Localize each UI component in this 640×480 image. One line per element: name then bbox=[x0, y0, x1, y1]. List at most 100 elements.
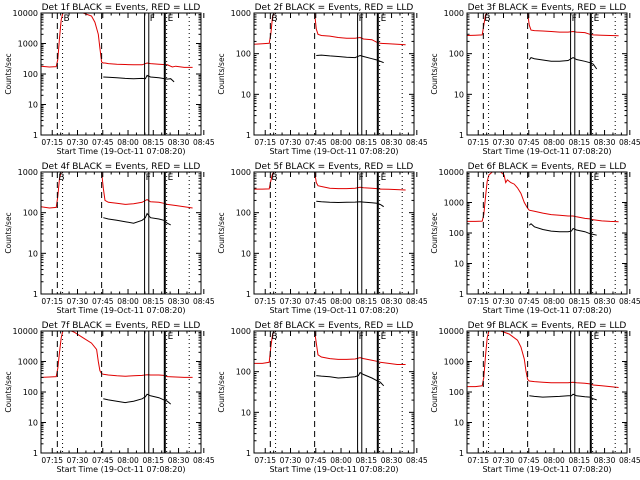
y-tick-label: 1 bbox=[33, 131, 38, 140]
y-tick-label: 1000 bbox=[444, 358, 464, 367]
marker-label: E bbox=[381, 332, 387, 342]
y-tick-label: 1000 bbox=[444, 9, 464, 18]
y-axis-label: Counts/sec bbox=[4, 212, 13, 253]
y-tick-label: 10000 bbox=[13, 9, 38, 18]
plot-frame bbox=[40, 330, 202, 454]
series-lld-line bbox=[41, 331, 193, 378]
y-axis-label: Counts/sec bbox=[4, 371, 13, 412]
x-tick-label: 08:15 bbox=[568, 138, 590, 147]
marker-label: B bbox=[271, 332, 277, 342]
x-tick-label: 07:15 bbox=[467, 138, 489, 147]
marker-label: B bbox=[58, 173, 64, 183]
y-tick-label: 1 bbox=[459, 131, 464, 140]
y-tick-label: 10000 bbox=[439, 168, 464, 177]
marker-label: F bbox=[150, 14, 155, 24]
plot-frame bbox=[40, 171, 202, 295]
x-tick-label: 07:45 bbox=[92, 138, 114, 147]
series-lld-line bbox=[41, 13, 193, 68]
y-axis-label: Counts/sec bbox=[430, 371, 439, 412]
x-tick-label: 07:45 bbox=[518, 297, 540, 306]
x-tick-label: 08:45 bbox=[406, 297, 428, 306]
x-tick-label: 07:30 bbox=[67, 297, 89, 306]
y-axis-label: Counts/sec bbox=[217, 212, 226, 253]
y-tick-label: 10 bbox=[241, 408, 251, 417]
y-tick-label: 1 bbox=[459, 290, 464, 299]
x-tick-label: 08:30 bbox=[594, 297, 616, 306]
y-tick-label: 10 bbox=[454, 260, 464, 269]
y-tick-label: 10 bbox=[241, 90, 251, 99]
x-tick-label: 08:00 bbox=[117, 297, 139, 306]
series-events-line bbox=[316, 54, 384, 64]
series-events-line bbox=[316, 371, 385, 387]
y-tick-label: 1000 bbox=[231, 168, 251, 177]
series-events-line bbox=[528, 223, 597, 236]
x-tick-label: 07:15 bbox=[41, 456, 63, 465]
x-axis-label: Start Time (19-Oct-11 07:08:20) bbox=[482, 306, 611, 315]
marker-label: B bbox=[271, 14, 277, 24]
x-tick-label: 08:45 bbox=[193, 456, 215, 465]
x-axis-label: Start Time (19-Oct-11 07:08:20) bbox=[269, 306, 398, 315]
x-tick-label: 08:15 bbox=[355, 456, 377, 465]
x-axis-label: Start Time (19-Oct-11 07:08:20) bbox=[482, 147, 611, 156]
panel-det-7: E 1 10 100 1000 10000 07:15 07:30 07:45 08:00 08:1… bbox=[4, 321, 215, 474]
panel-title: Det 1f BLACK = Events, RED = LLD bbox=[42, 3, 201, 13]
x-tick-label: 07:45 bbox=[305, 297, 327, 306]
x-tick-label: 07:30 bbox=[67, 456, 89, 465]
x-tick-label: 07:30 bbox=[280, 297, 302, 306]
x-tick-label: 08:30 bbox=[168, 297, 190, 306]
marker-label: F bbox=[359, 14, 364, 24]
x-tick-label: 08:00 bbox=[543, 456, 565, 465]
y-tick-label: 1 bbox=[246, 290, 251, 299]
y-tick-label: 1 bbox=[246, 449, 251, 458]
marker-label: B bbox=[271, 173, 277, 183]
y-tick-label: 10 bbox=[28, 249, 38, 258]
panel-det-9: E 1 10 100 1000 10000 07:15 07:30 07:45 08:00 08:1… bbox=[430, 321, 640, 474]
marker-label: E bbox=[594, 173, 600, 183]
x-tick-label: 07:45 bbox=[518, 456, 540, 465]
series-events-line bbox=[103, 212, 171, 226]
x-tick-label: 08:30 bbox=[594, 456, 616, 465]
panel-det-6: E 1 10 100 1000 10000 07:15 07:30 07:45 08:00 08:1… bbox=[430, 162, 640, 315]
x-tick-label: 08:15 bbox=[568, 297, 590, 306]
plot-frame bbox=[253, 171, 415, 295]
y-tick-label: 1000 bbox=[18, 168, 38, 177]
y-tick-label: 1 bbox=[459, 449, 464, 458]
x-tick-label: 08:45 bbox=[619, 297, 640, 306]
x-tick-label: 07:45 bbox=[92, 297, 114, 306]
marker-label: E bbox=[381, 14, 387, 24]
marker-label: E bbox=[168, 14, 174, 24]
x-tick-label: 07:30 bbox=[280, 138, 302, 147]
series-events-line bbox=[529, 393, 597, 401]
x-tick-label: 08:30 bbox=[594, 138, 616, 147]
y-tick-label: 1000 bbox=[231, 9, 251, 18]
x-tick-label: 08:15 bbox=[142, 297, 164, 306]
x-tick-label: 08:00 bbox=[117, 138, 139, 147]
y-tick-label: 10 bbox=[28, 101, 38, 110]
panel-title: Det 5f BLACK = Events, RED = LLD bbox=[255, 162, 414, 172]
marker-label: F bbox=[146, 173, 151, 183]
plot-frame bbox=[466, 330, 628, 454]
x-tick-label: 07:30 bbox=[67, 138, 89, 147]
y-axis-label: Counts/sec bbox=[4, 53, 13, 94]
x-axis-label: Start Time (19-Oct-11 07:08:20) bbox=[56, 306, 185, 315]
x-tick-label: 07:30 bbox=[493, 456, 515, 465]
series-lld-line bbox=[467, 331, 619, 388]
x-tick-label: 08:45 bbox=[406, 456, 428, 465]
y-tick-label: 100 bbox=[236, 368, 251, 377]
y-tick-label: 10 bbox=[28, 419, 38, 428]
x-tick-label: 08:15 bbox=[355, 138, 377, 147]
x-tick-label: 07:15 bbox=[467, 297, 489, 306]
x-tick-label: 07:15 bbox=[254, 138, 276, 147]
y-axis-label: Counts/sec bbox=[430, 53, 439, 94]
x-tick-label: 07:30 bbox=[280, 456, 302, 465]
x-tick-label: 08:00 bbox=[117, 456, 139, 465]
marker-label: F bbox=[572, 14, 577, 24]
x-tick-label: 08:00 bbox=[543, 138, 565, 147]
panel-title: Det 2f BLACK = Events, RED = LLD bbox=[255, 3, 414, 13]
y-tick-label: 10 bbox=[241, 249, 251, 258]
plot-frame bbox=[40, 12, 202, 136]
marker-label: E bbox=[168, 173, 174, 183]
x-tick-label: 08:45 bbox=[406, 138, 428, 147]
panel-det-2: B F E 1 10 100 1000 07:15 07:30 07:45 08:00 08:15 08… bbox=[217, 3, 428, 156]
